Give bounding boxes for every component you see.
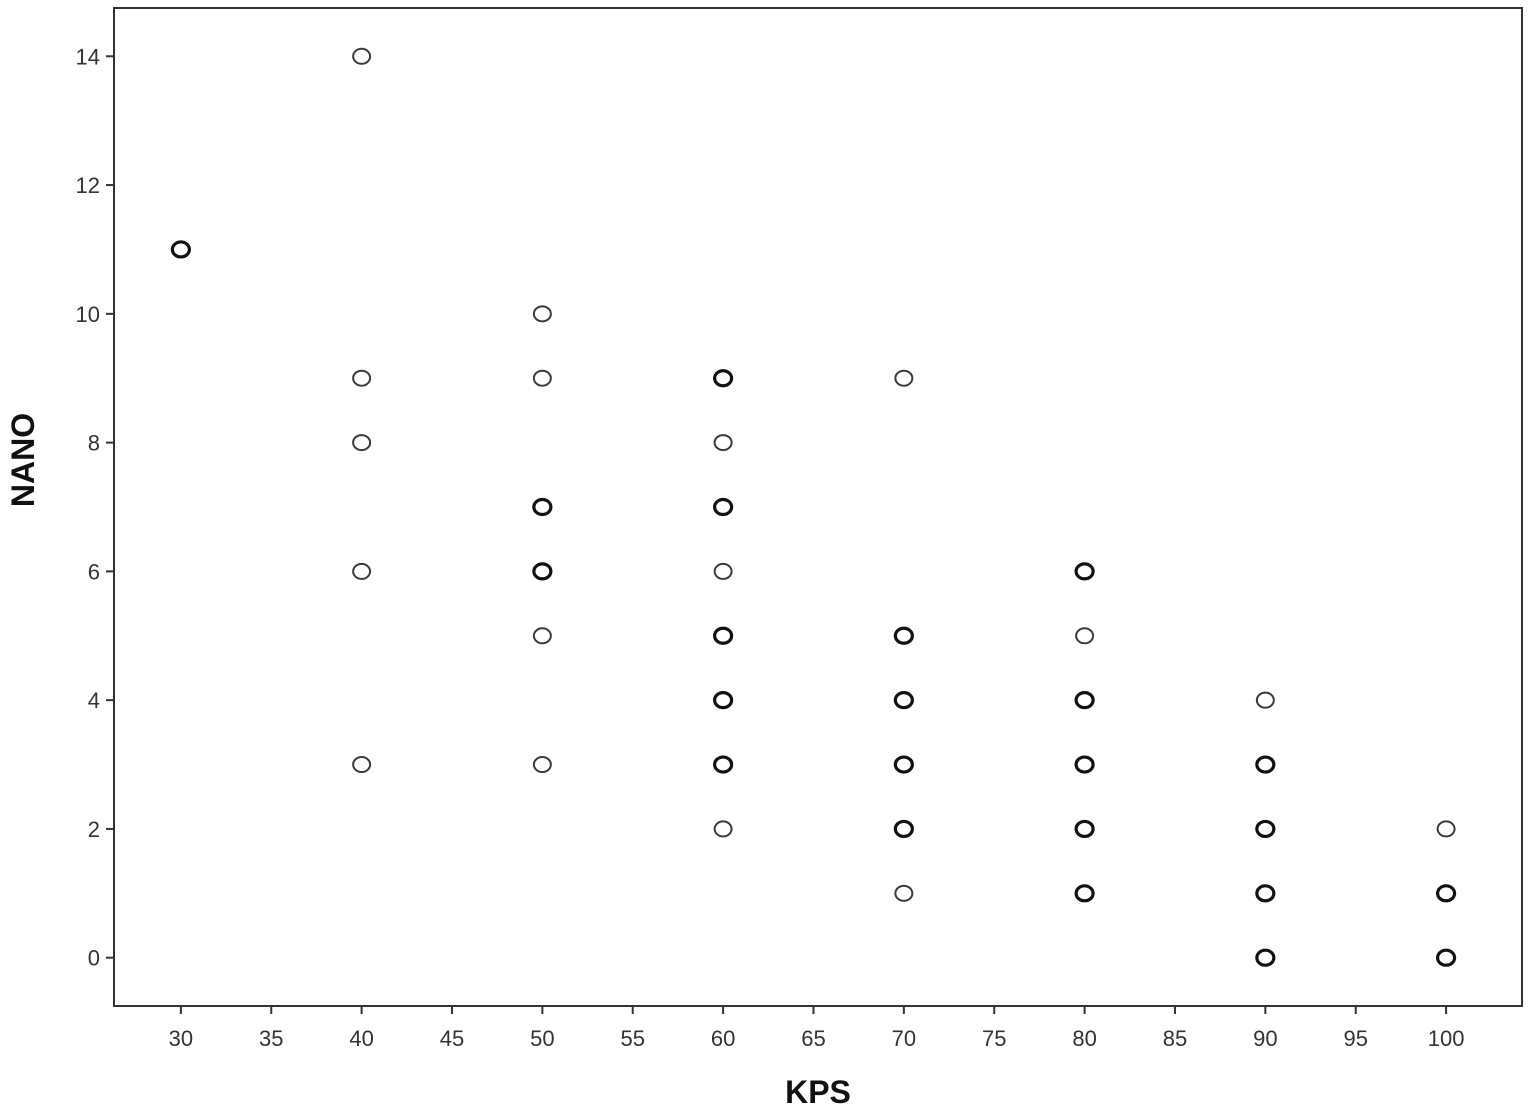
data-point (1074, 562, 1095, 581)
data-point (1074, 884, 1095, 903)
y-tick-label: 10 (76, 302, 100, 327)
data-point (532, 756, 552, 774)
data-point (893, 819, 914, 839)
data-point (352, 369, 372, 387)
data-point (352, 434, 372, 452)
data-point (352, 562, 372, 580)
y-tick-label: 4 (88, 688, 100, 713)
x-tick-label: 65 (801, 1026, 825, 1051)
data-point (713, 497, 734, 517)
x-axis: 30 35 40 45 50 55 60 65 70 75 80 85 90 95 100 (169, 1006, 1465, 1051)
y-tick-label: 14 (76, 44, 100, 69)
y-tick-label: 0 (88, 946, 100, 971)
data-point (532, 305, 552, 323)
data-point (713, 369, 734, 388)
x-tick-label: 85 (1163, 1026, 1187, 1051)
y-tick-label: 6 (88, 559, 100, 584)
x-tick-label: 60 (711, 1026, 735, 1051)
data-point (713, 755, 734, 774)
x-tick-label: 55 (620, 1026, 644, 1051)
data-point (1255, 819, 1276, 839)
x-tick-label: 50 (530, 1026, 554, 1051)
x-tick-label: 35 (259, 1026, 283, 1051)
data-point (532, 497, 553, 517)
data-point (1074, 819, 1095, 839)
y-axis: 0 2 4 6 8 10 12 14 (76, 44, 114, 971)
data-point (1255, 691, 1275, 709)
data-points (170, 47, 1457, 967)
data-point (1255, 755, 1276, 774)
data-point (1255, 884, 1276, 903)
data-point (893, 755, 914, 774)
data-point (1074, 755, 1095, 774)
data-point (894, 369, 914, 387)
x-tick-label: 30 (169, 1026, 193, 1051)
x-tick-label: 45 (440, 1026, 464, 1051)
data-point (1255, 948, 1276, 967)
x-axis-title: KPS (785, 1074, 851, 1110)
x-tick-label: 90 (1253, 1026, 1277, 1051)
x-tick-label: 40 (349, 1026, 373, 1051)
data-point (352, 756, 372, 774)
plot-frame (113, 7, 1523, 1007)
data-point (713, 691, 734, 710)
data-point (713, 562, 733, 580)
data-point (894, 884, 914, 902)
data-point (1435, 884, 1457, 903)
data-point (713, 626, 734, 645)
x-tick-label: 75 (982, 1026, 1006, 1051)
data-point (1436, 820, 1456, 838)
y-tick-label: 8 (88, 431, 100, 456)
data-point (713, 820, 733, 838)
data-point (532, 627, 552, 645)
x-tick-label: 80 (1072, 1026, 1096, 1051)
data-point (532, 369, 552, 387)
y-tick-label: 2 (88, 817, 100, 842)
y-tick-label: 12 (76, 173, 100, 198)
data-point (532, 562, 553, 581)
x-tick-label: 70 (892, 1026, 916, 1051)
x-tick-label: 100 (1428, 1026, 1465, 1051)
data-point (713, 434, 733, 452)
data-point (352, 47, 372, 65)
data-point (170, 240, 191, 259)
data-point (1074, 691, 1095, 710)
data-point (1435, 948, 1457, 967)
data-point (1075, 627, 1095, 645)
data-point (893, 626, 914, 645)
x-tick-label: 95 (1343, 1026, 1367, 1051)
data-point (893, 691, 914, 710)
y-axis-title: NANO (5, 413, 41, 507)
